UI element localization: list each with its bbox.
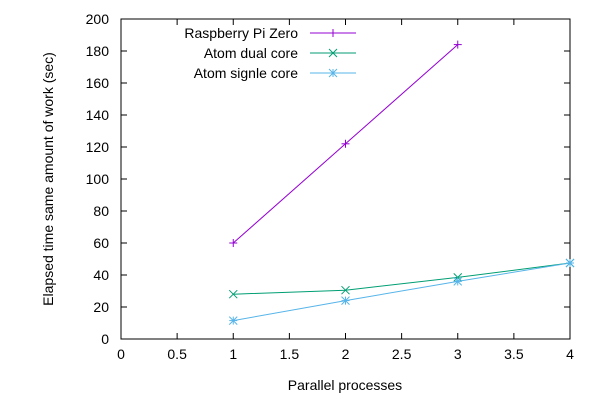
x-tick-label: 3	[454, 346, 462, 362]
data-point	[228, 289, 238, 299]
data-point	[341, 285, 350, 295]
y-tick-label: 20	[93, 299, 109, 315]
data-point	[453, 277, 463, 286]
x-tick-label: 2	[342, 346, 350, 362]
y-axis-label: Elapsed time same amount of work (sec)	[40, 52, 56, 306]
x-tick-label: 0	[117, 346, 125, 362]
series-line-1	[233, 262, 571, 295]
y-tick-label: 160	[86, 75, 110, 91]
y-tick-label: 180	[86, 43, 110, 59]
y-tick-label: 200	[86, 11, 110, 27]
data-series	[228, 40, 575, 325]
y-tick-label: 0	[101, 331, 109, 347]
x-axis-label: Parallel processes	[288, 377, 402, 393]
series-line-2	[233, 262, 571, 322]
x-tick-label: 1	[229, 346, 237, 362]
y-tick-label: 60	[93, 235, 109, 251]
y-tick-label: 100	[86, 171, 110, 187]
data-point	[228, 316, 238, 325]
data-point	[565, 258, 575, 268]
y-tick-label: 140	[86, 107, 110, 123]
y-tick-label: 80	[93, 203, 109, 219]
legend-label: Raspberry Pi Zero	[184, 25, 298, 41]
x-tick-label: 2.5	[392, 346, 412, 362]
x-tick-label: 1.5	[280, 346, 300, 362]
legend: Raspberry Pi Zero Atom dual core Atom sign…	[184, 25, 356, 81]
y-tick-label: 40	[93, 267, 109, 283]
data-point	[453, 40, 462, 49]
legend-label: Atom dual core	[204, 45, 298, 61]
legend-marker	[328, 68, 338, 78]
legend-label: Atom signle core	[194, 65, 298, 81]
data-point	[229, 239, 238, 247]
legend-marker	[329, 29, 337, 37]
plot-frame	[120, 18, 571, 340]
y-tick-label: 120	[86, 139, 110, 155]
x-tick-label: 0.5	[167, 346, 187, 362]
x-tick-label: 4	[566, 346, 574, 362]
legend-marker	[328, 48, 338, 58]
data-point	[341, 139, 350, 148]
x-tick-label: 3.5	[504, 346, 524, 362]
axis-ticks: 0 0.5 1 1.5 2 2.5 3 3.5 402040608010012014016018…	[86, 11, 574, 362]
data-point	[341, 296, 350, 305]
